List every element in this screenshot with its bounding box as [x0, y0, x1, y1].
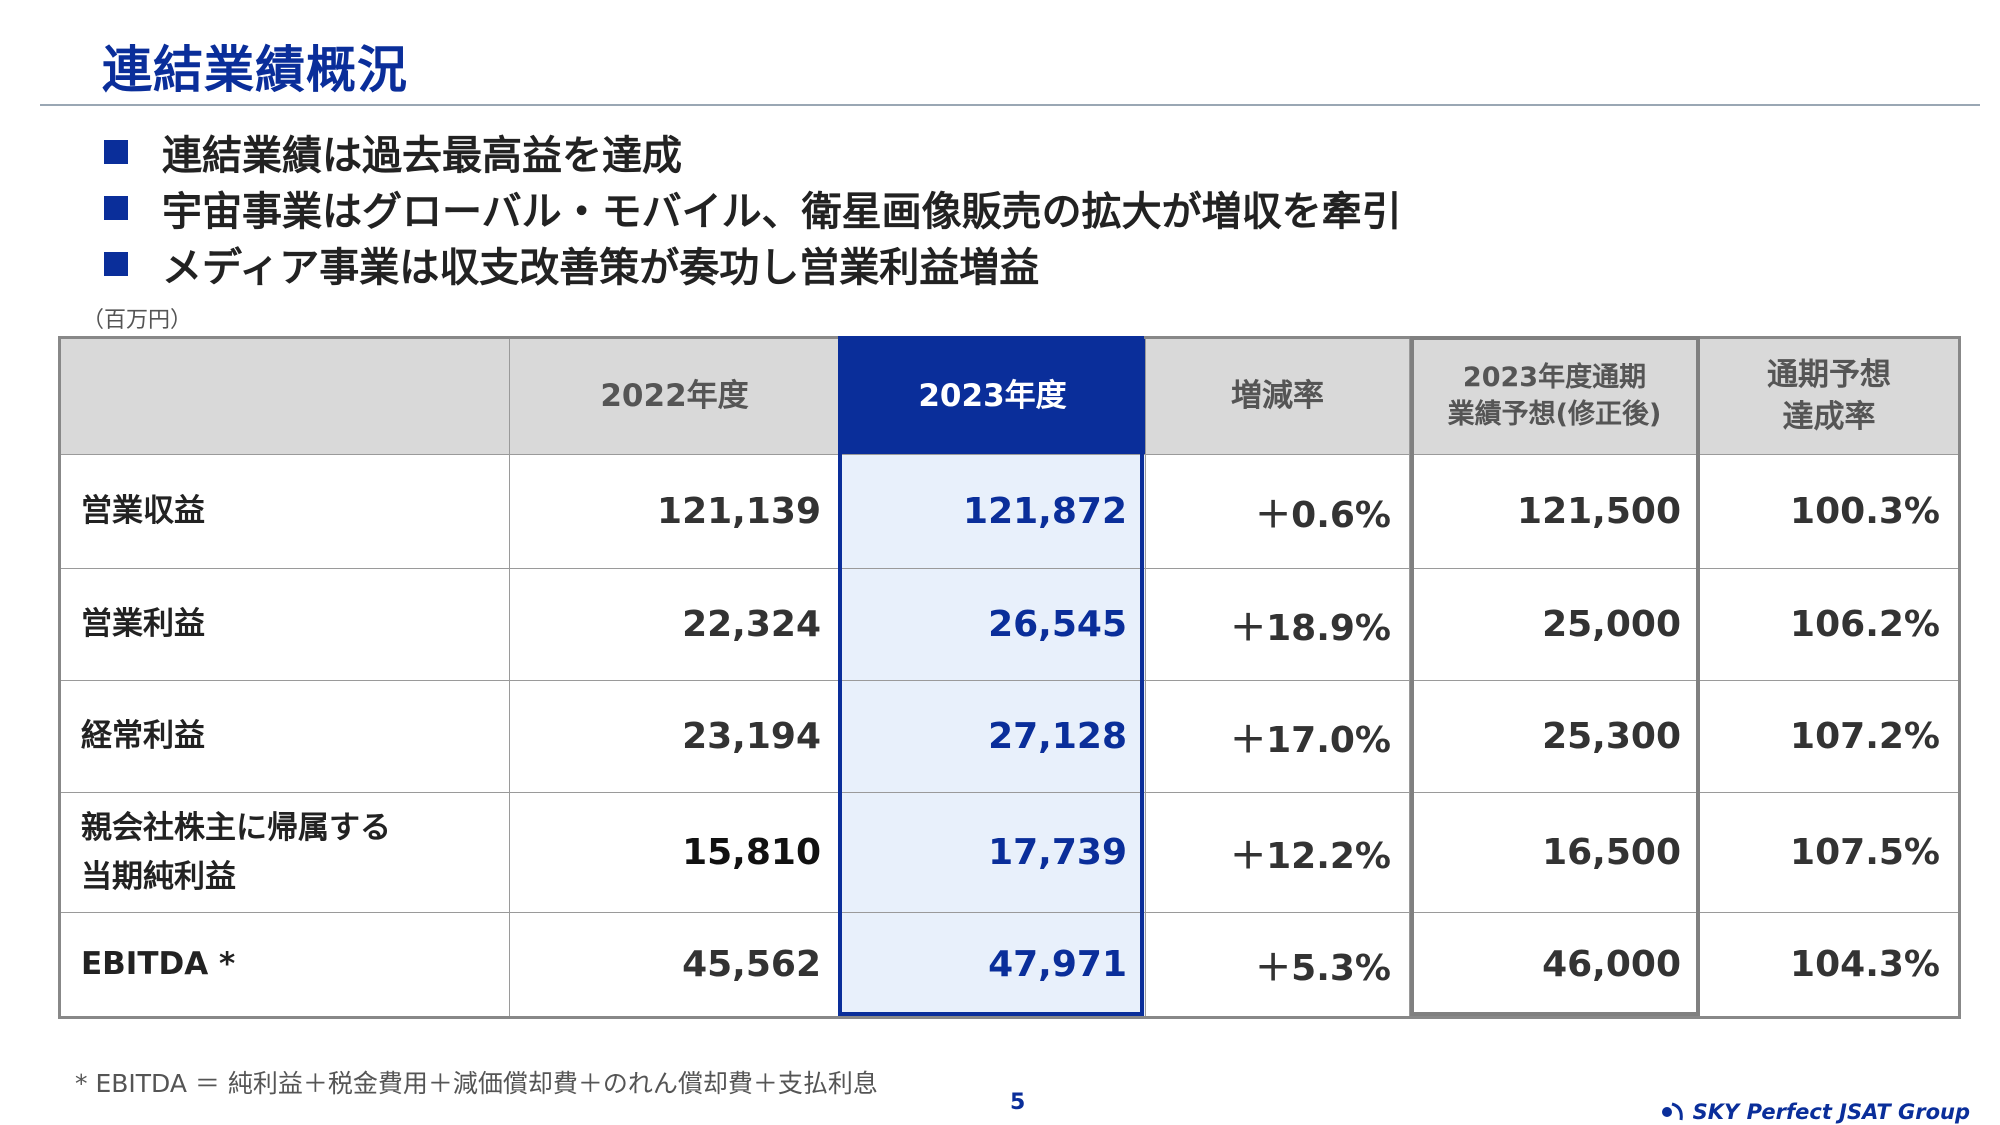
bullet-item: 連結業績は過去最高益を達成 [104, 124, 1402, 180]
row-label-text: 営業収益 [81, 493, 205, 530]
unit-label: （百万円） [82, 308, 193, 333]
square-bullet-icon [104, 252, 128, 276]
logo-text: SKY Perfect JSAT Group [1692, 1100, 1970, 1124]
bullet-text: メディア事業は収支改善策が奏功し営業利益増益 [162, 245, 1040, 291]
row-label-text: 親会社株主に帰属する [81, 810, 391, 847]
row-label-text: 営業利益 [81, 606, 205, 643]
row-label-text: EBITDA * [81, 946, 236, 983]
header-achievement: 通期予想 達成率 [1699, 337, 1960, 455]
company-logo: SKY Perfect JSAT Group [1661, 1100, 1970, 1124]
cell-fy2023: 121,872 [839, 454, 1146, 569]
row-label: 営業利益 [59, 568, 510, 681]
header-achievement-line2: 達成率 [1782, 398, 1876, 435]
cell-forecast: 46,000 [1409, 912, 1700, 1018]
header-achievement-line1: 通期予想 [1767, 356, 1891, 393]
page-number: 5 [1010, 1090, 1026, 1115]
header-forecast-line2: 業績予想(修正後) [1447, 398, 1662, 430]
table-row: 営業収益 121,139 121,872 ＋0.6% 121,500 100.3… [59, 454, 1960, 569]
cell-change: ＋5.3% [1145, 912, 1410, 1018]
row-label: 経常利益 [59, 680, 510, 793]
header-forecast: 2023年度通期 業績予想(修正後) [1409, 337, 1700, 455]
title-divider [40, 104, 1980, 106]
cell-forecast: 16,500 [1409, 792, 1700, 913]
square-bullet-icon [104, 140, 128, 164]
page-title: 連結業績概況 [102, 41, 408, 99]
cell-fy2023: 47,971 [839, 912, 1146, 1018]
row-label-text-line2: 当期純利益 [81, 858, 236, 895]
logo-mark-icon [1661, 1102, 1683, 1121]
header-fy2022: 2022年度 [509, 337, 840, 455]
cell-forecast: 25,000 [1409, 568, 1700, 681]
table-row: 親会社株主に帰属する 当期純利益 15,810 17,739 ＋12.2% 16… [59, 792, 1960, 913]
cell-change: ＋17.0% [1145, 680, 1410, 793]
row-label-text: 経常利益 [81, 718, 205, 755]
cell-change: ＋18.9% [1145, 568, 1410, 681]
cell-fy2022: 121,139 [509, 454, 840, 569]
bullet-item: 宇宙事業はグローバル・モバイル、衛星画像販売の拡大が増収を牽引 [104, 180, 1402, 236]
cell-achievement: 104.3% [1699, 912, 1960, 1018]
results-table: 2022年度 2023年度 増減率 2023年度通期 業績予想(修正後) 通期予… [58, 336, 1961, 1019]
cell-forecast: 121,500 [1409, 454, 1700, 569]
footnote: * EBITDA ＝ 純利益＋税金費用＋減価償却費＋のれん償却費＋支払利息 [75, 1069, 878, 1098]
row-label: 親会社株主に帰属する 当期純利益 [59, 792, 510, 913]
bullet-text: 宇宙事業はグローバル・モバイル、衛星画像販売の拡大が増収を牽引 [162, 189, 1402, 235]
header-change: 増減率 [1145, 337, 1410, 455]
table-header-row: 2022年度 2023年度 増減率 2023年度通期 業績予想(修正後) 通期予… [59, 337, 1960, 455]
header-fy2023: 2023年度 [839, 337, 1146, 455]
cell-achievement: 107.2% [1699, 680, 1960, 793]
cell-fy2022: 22,324 [509, 568, 840, 681]
table-row: 経常利益 23,194 27,128 ＋17.0% 25,300 107.2% [59, 680, 1960, 793]
cell-fy2023: 17,739 [839, 792, 1146, 913]
cell-fy2022: 45,562 [509, 912, 840, 1018]
cell-change: ＋12.2% [1145, 792, 1410, 913]
cell-fy2023: 27,128 [839, 680, 1146, 793]
cell-change: ＋0.6% [1145, 454, 1410, 569]
header-forecast-line1: 2023年度通期 [1462, 362, 1647, 394]
cell-fy2022: 15,810 [509, 792, 840, 913]
bullet-text: 連結業績は過去最高益を達成 [162, 133, 682, 179]
header-label [59, 337, 510, 455]
table-row: 営業利益 22,324 26,545 ＋18.9% 25,000 106.2% [59, 568, 1960, 681]
cell-achievement: 106.2% [1699, 568, 1960, 681]
bullet-item: メディア事業は収支改善策が奏功し営業利益増益 [104, 236, 1402, 292]
cell-fy2023: 26,545 [839, 568, 1146, 681]
cell-achievement: 107.5% [1699, 792, 1960, 913]
row-label: 営業収益 [59, 454, 510, 569]
cell-forecast: 25,300 [1409, 680, 1700, 793]
summary-bullets: 連結業績は過去最高益を達成 宇宙事業はグローバル・モバイル、衛星画像販売の拡大が… [104, 124, 1402, 292]
cell-fy2022: 23,194 [509, 680, 840, 793]
cell-achievement: 100.3% [1699, 454, 1960, 569]
table-row: EBITDA * 45,562 47,971 ＋5.3% 46,000 104.… [59, 912, 1960, 1018]
square-bullet-icon [104, 196, 128, 220]
row-label: EBITDA * [59, 912, 510, 1018]
